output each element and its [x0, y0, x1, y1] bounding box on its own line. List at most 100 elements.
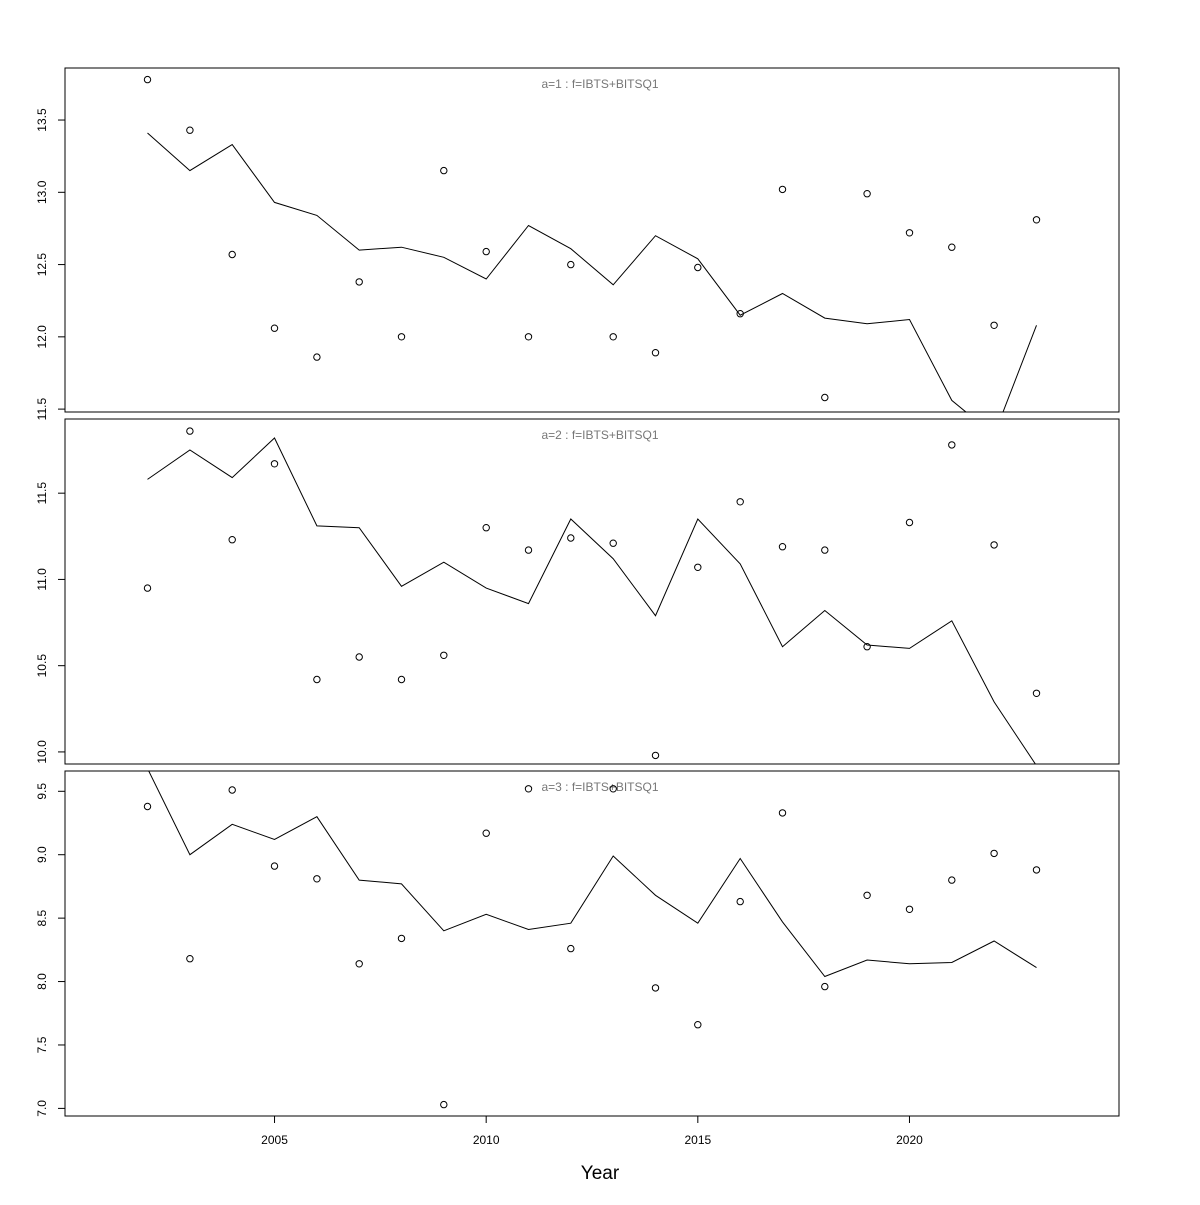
- panel-age-1: 11.5 12.0 12.5 13.0 13.5 a=1 : f=IBTS+BITSQ1: [35, 67, 1120, 421]
- observed-point: [863, 643, 871, 651]
- observed-point: [736, 897, 744, 906]
- observed-point: [143, 584, 152, 592]
- observed-point: [651, 984, 660, 992]
- observed-point: [609, 539, 617, 547]
- observed-point: [567, 944, 575, 953]
- y-tick-label: 11.0: [35, 568, 49, 591]
- observed-point: [863, 891, 871, 899]
- y-tick-label: 7.0: [35, 1100, 49, 1117]
- observed-point: [440, 651, 448, 659]
- observed-point: [1032, 216, 1041, 224]
- panel-frame: [64, 418, 1120, 765]
- panel-title: a=2 : f=IBTS+BITSQ1: [541, 428, 658, 442]
- observed-point: [863, 190, 871, 198]
- observed-point: [186, 126, 194, 134]
- y-tick-label: 10.0: [35, 740, 49, 764]
- y-tick-label: 7.5: [35, 1036, 49, 1053]
- observed-point: [524, 785, 533, 793]
- observed-point: [1032, 689, 1041, 697]
- y-tick-label: 9.5: [35, 783, 49, 800]
- observed-point: [821, 546, 829, 554]
- observed-point: [736, 498, 744, 506]
- observed-point: [990, 849, 998, 858]
- observed-point: [694, 263, 702, 272]
- observed-point: [609, 785, 617, 793]
- observed-point: [651, 751, 660, 760]
- x-tick-label: 2020: [896, 1133, 923, 1147]
- observed-point: [778, 809, 787, 817]
- observed-point: [905, 905, 914, 913]
- y-tick-label: 12.5: [35, 253, 49, 277]
- observed-point: [440, 166, 448, 175]
- observed-point: [524, 546, 533, 554]
- observed-point: [440, 1100, 448, 1109]
- fitted-line: [147, 437, 1036, 764]
- observed-point: [651, 349, 660, 357]
- observed-point: [736, 310, 744, 318]
- observed-point: [948, 441, 956, 449]
- fitted-line: [147, 132, 1037, 412]
- observed-point: [270, 324, 279, 332]
- observed-point: [313, 875, 321, 883]
- panel-frame: [64, 770, 1120, 1117]
- observed-point: [397, 934, 406, 943]
- observed-point: [1032, 866, 1041, 874]
- observed-point: [482, 829, 490, 837]
- observed-point: [355, 278, 363, 286]
- y-tick-label: 13.0: [35, 180, 49, 204]
- observed-point: [143, 75, 152, 84]
- observed-point: [482, 524, 490, 532]
- observed-point: [905, 518, 914, 527]
- observed-point: [397, 675, 406, 684]
- x-axis-title: Year: [581, 1163, 620, 1184]
- observed-point: [397, 333, 406, 341]
- panel-age-2: 10.0 10.5 11.0 11.5 a=2 : f=IBTS+BITSQ1: [35, 418, 1120, 765]
- observed-point: [567, 260, 575, 269]
- panel-title: a=1 : f=IBTS+BITSQ1: [541, 77, 658, 91]
- observed-point: [355, 653, 363, 661]
- panel-age-3: 7.0 7.5 8.0 8.5 9.0 9.5 a=3 : f=IBTS+BITSQ1: [35, 770, 1120, 1117]
- observed-point: [270, 862, 279, 870]
- x-tick-label: 2010: [473, 1133, 500, 1147]
- observed-point: [313, 353, 321, 361]
- observed-point: [778, 185, 787, 194]
- observed-point: [821, 982, 829, 991]
- y-tick-label: 13.5: [35, 108, 49, 132]
- y-tick-label: 10.5: [35, 654, 49, 678]
- y-tick-label: 11.5: [35, 482, 49, 505]
- observed-point: [313, 675, 321, 684]
- observed-point: [482, 247, 490, 256]
- observed-point: [990, 541, 998, 549]
- observed-point: [355, 960, 363, 968]
- observed-point: [228, 786, 236, 794]
- x-tick-label: 2015: [684, 1133, 711, 1147]
- observed-point: [609, 333, 617, 341]
- observed-point: [270, 460, 279, 468]
- x-tick-label: 2005: [261, 1133, 288, 1147]
- y-tick-label: 9.0: [35, 846, 49, 863]
- observed-point: [948, 876, 956, 884]
- panel-frame: [64, 67, 1120, 413]
- y-tick-label: 8.5: [35, 909, 49, 926]
- observed-point: [990, 321, 998, 329]
- observed-point: [186, 955, 194, 963]
- observed-point: [821, 393, 829, 402]
- observed-point: [694, 563, 702, 571]
- panel-title: a=3 : f=IBTS+BITSQ1: [541, 780, 658, 794]
- observed-point: [524, 333, 533, 341]
- observed-point: [948, 243, 956, 251]
- observed-point: [778, 543, 787, 551]
- observed-point: [186, 427, 194, 435]
- fitted-line: [148, 771, 1037, 978]
- observed-point: [905, 229, 914, 237]
- y-tick-label: 8.0: [35, 973, 49, 990]
- observed-point: [694, 1020, 702, 1029]
- observed-point: [143, 802, 152, 811]
- x-axis: 2005 2010 2015 2020: [261, 1115, 923, 1147]
- y-tick-label: 12.0: [35, 325, 49, 349]
- observed-point: [228, 250, 236, 259]
- y-tick-label: 11.5: [35, 398, 49, 421]
- observed-point: [567, 534, 575, 542]
